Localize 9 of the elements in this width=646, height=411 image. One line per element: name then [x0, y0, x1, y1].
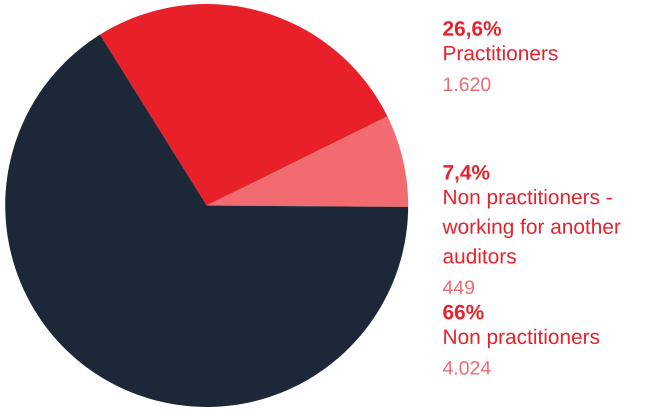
- text: 449: [442, 280, 474, 294]
- text: 1.620: [444, 77, 490, 92]
- data-label: 66%: [443, 304, 484, 320]
- text: 4.024: [442, 360, 491, 375]
- slice-label: Non practitioners: [444, 328, 600, 348]
- data-label: 7,4%: [443, 165, 490, 183]
- slice-label: Practitioners: [444, 45, 558, 61]
- data-label: 26,6%: [443, 21, 502, 39]
- slice-label: Non practitioners - working for another auditors: [442, 189, 620, 264]
